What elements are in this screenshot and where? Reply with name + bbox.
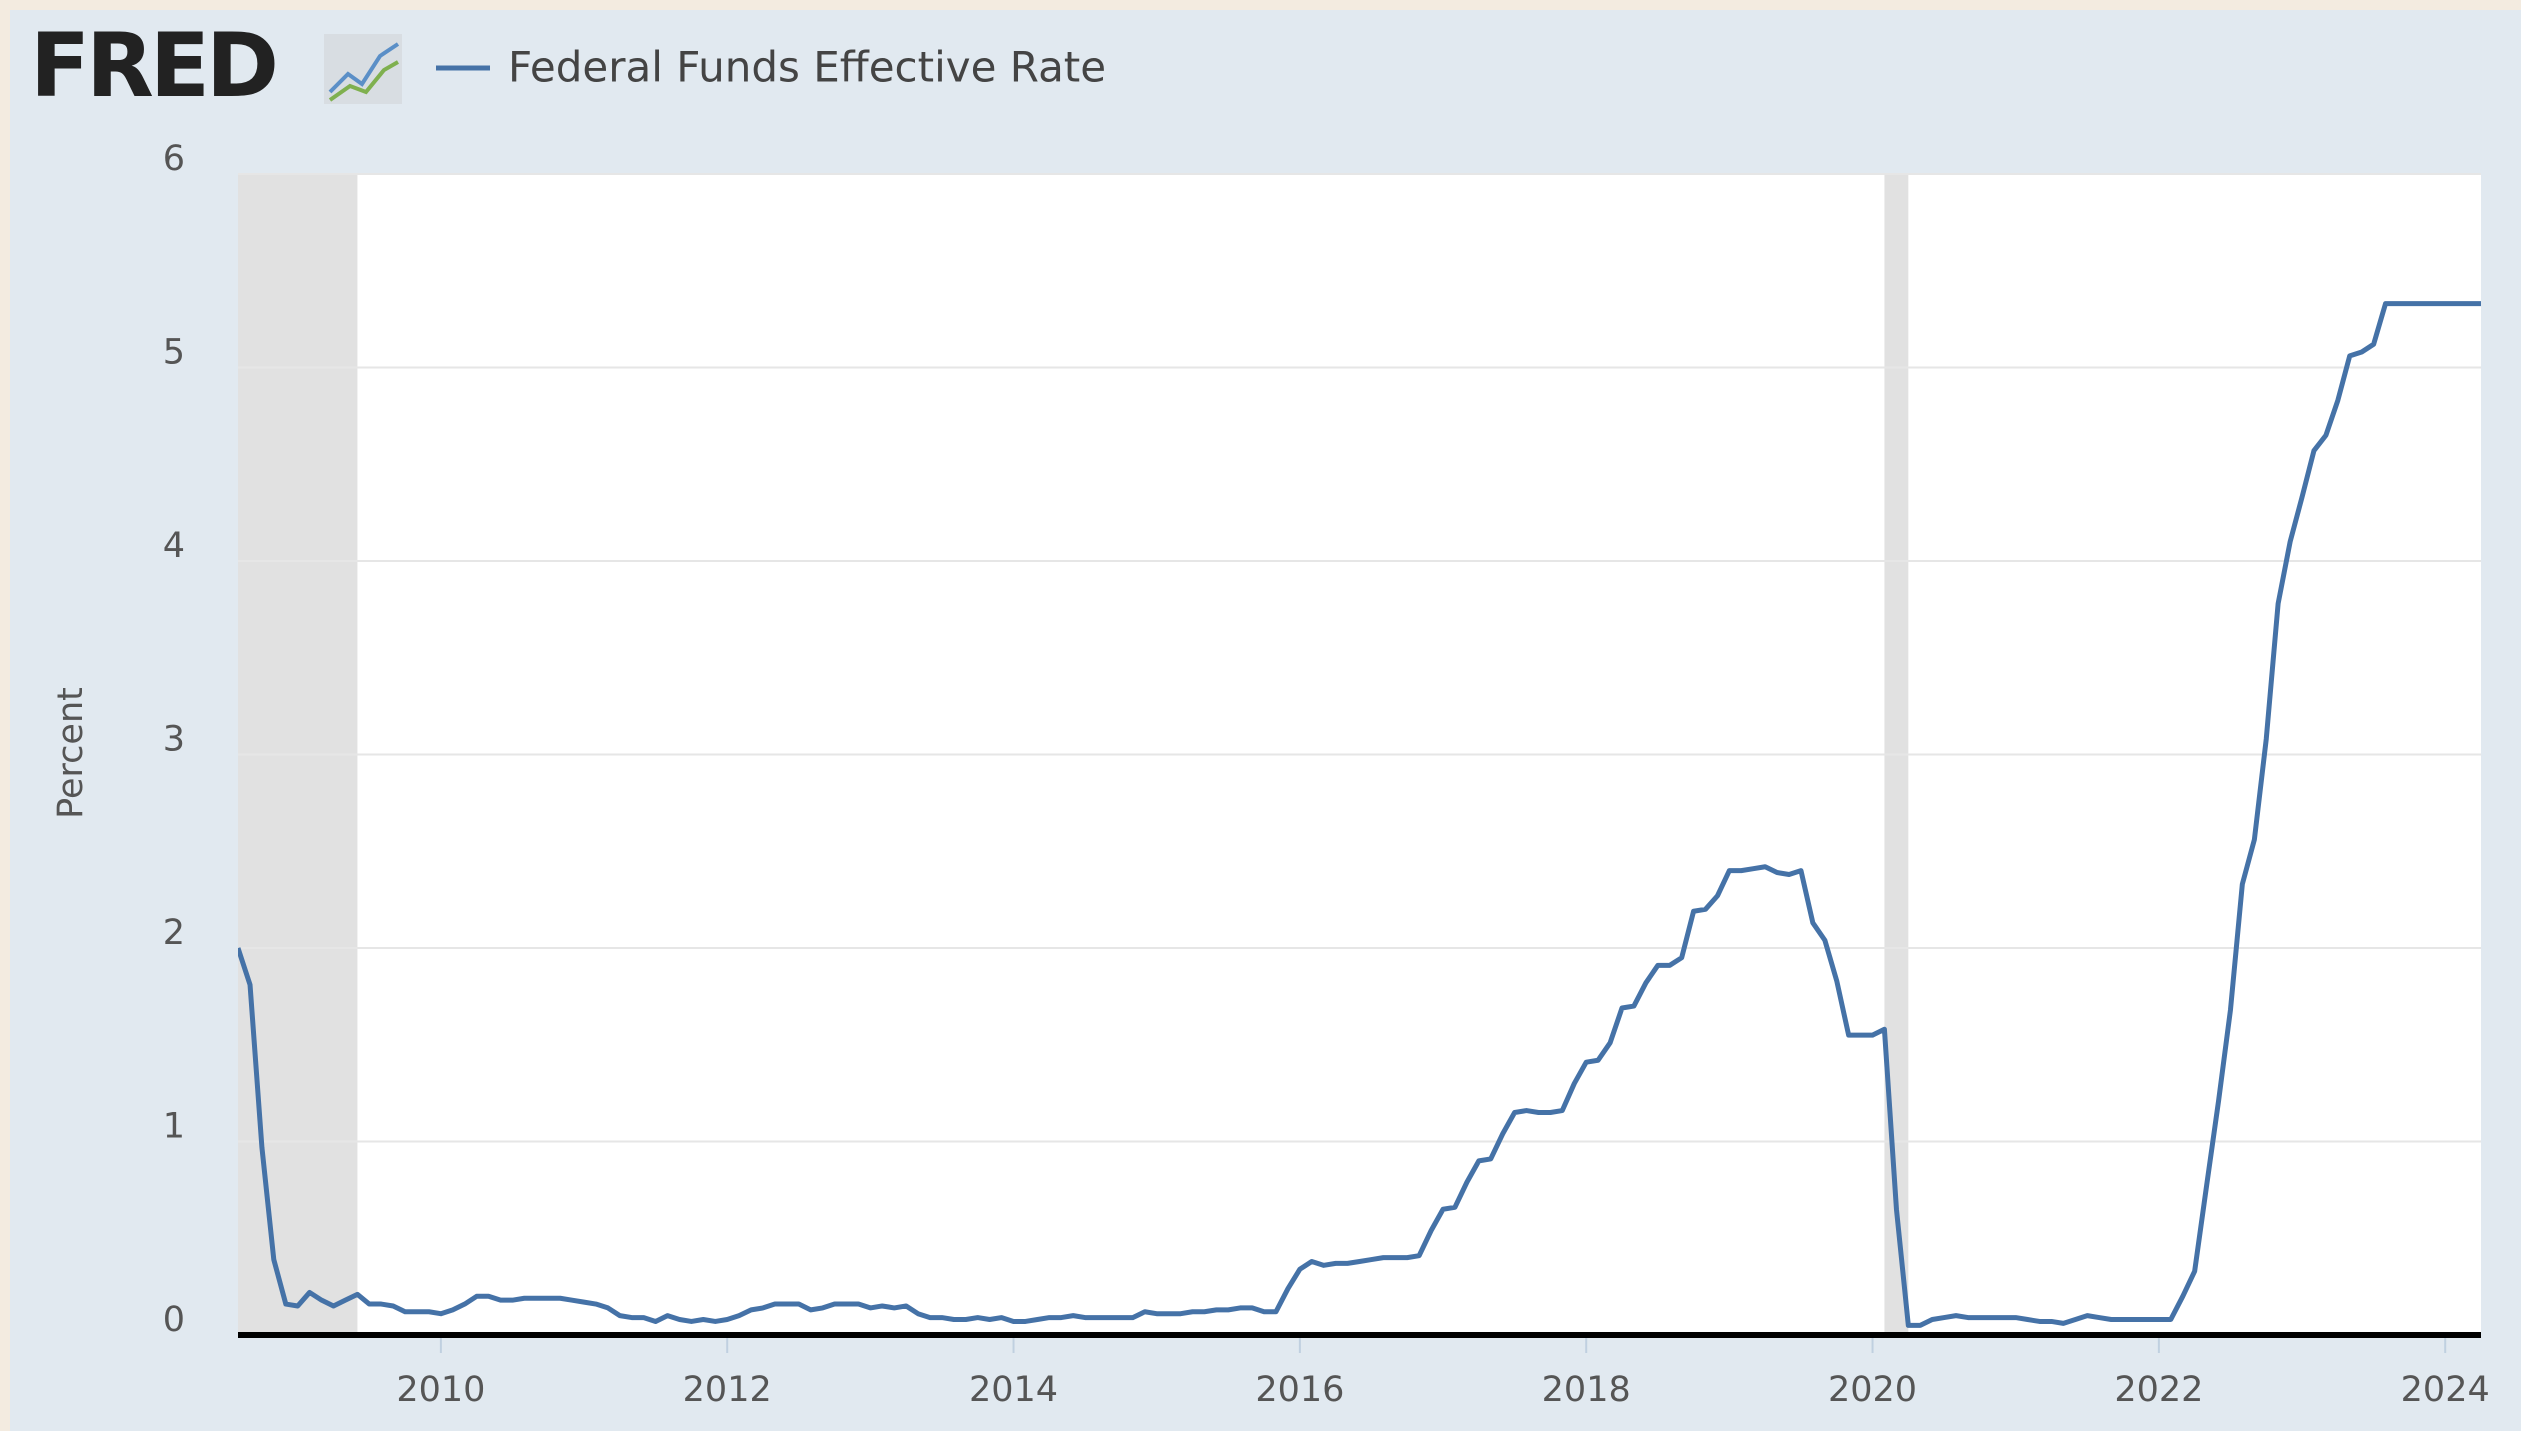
logo: FRED <box>30 14 275 117</box>
x-tick-label: 2016 <box>1255 1370 1344 1410</box>
x-tick-label: 2022 <box>2114 1370 2203 1410</box>
data-line <box>238 301 2481 1328</box>
y-axis-label: Percent <box>51 687 91 819</box>
x-tick-label: 2018 <box>1542 1370 1631 1410</box>
logo-icon <box>324 34 402 104</box>
y-tick-label: 0 <box>163 1300 185 1340</box>
y-tick-label: 3 <box>163 720 185 760</box>
x-tick-label: 2024 <box>2401 1370 2490 1410</box>
y-tick-label: 1 <box>163 1107 185 1147</box>
x-tick-label: 2014 <box>969 1370 1058 1410</box>
y-tick-label: 4 <box>163 526 185 566</box>
x-tick-label: 2010 <box>396 1370 485 1410</box>
y-tick-label: 6 <box>163 139 185 179</box>
x-tick-label: 2012 <box>683 1370 772 1410</box>
x-tick-label: 2020 <box>1828 1370 1917 1410</box>
legend-label: Federal Funds Effective Rate <box>508 43 1106 92</box>
y-tick-label: 5 <box>163 333 185 373</box>
y-tick-label: 2 <box>163 913 185 953</box>
